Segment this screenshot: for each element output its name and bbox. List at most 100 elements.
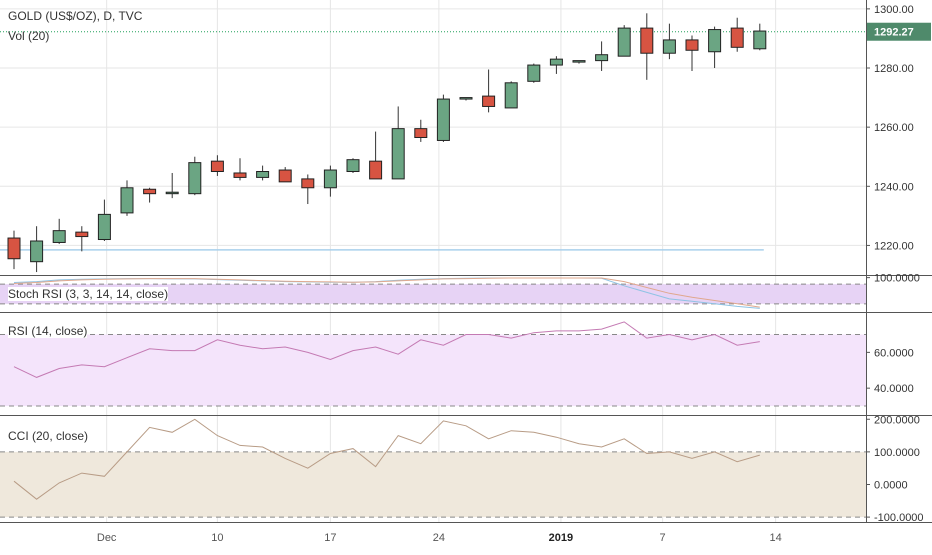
stoch-d-line [13, 277, 760, 308]
candle [459, 97, 473, 101]
candle [414, 119, 428, 142]
y-tick-label: 0.0000 [874, 479, 908, 491]
candle [708, 26, 722, 69]
cci-band [0, 451, 866, 518]
candle [527, 63, 541, 83]
candle-body [730, 27, 744, 48]
y-tick-label: 100.0000 [874, 447, 920, 459]
candle-body [278, 169, 292, 183]
candle [436, 94, 450, 142]
rsi-line [13, 321, 760, 378]
candle [97, 199, 111, 241]
candle-body [572, 60, 586, 63]
y-tick-label: -100.0000 [874, 512, 924, 524]
cci-line [13, 418, 760, 500]
candle-body [210, 160, 224, 173]
candle [75, 226, 89, 252]
x-tick-label: 14 [769, 532, 781, 544]
candle-body [482, 95, 496, 107]
candle [730, 17, 744, 52]
candle-body [414, 128, 428, 138]
candle-body [30, 240, 44, 263]
candle [256, 165, 270, 181]
candle-body [97, 213, 111, 241]
candle-body [188, 162, 202, 195]
candle [617, 25, 631, 57]
y-tick-label: 100.0000 [874, 273, 920, 285]
candle-body [595, 54, 609, 62]
candle [278, 167, 292, 183]
candle [120, 180, 134, 216]
candle-body [75, 231, 89, 238]
candle-body [120, 187, 134, 214]
candle-body [685, 39, 699, 51]
x-tick-label: 2019 [549, 532, 573, 544]
y-tick-label: 1300.00 [874, 4, 914, 16]
candle [30, 226, 44, 273]
candle [595, 41, 609, 71]
y-tick-label: 40.0000 [874, 383, 914, 395]
y-tick-label: 1240.00 [874, 181, 914, 193]
x-tick-label: 7 [660, 532, 666, 544]
candle-body [504, 82, 518, 109]
rsi-title: RSI (14, close) [8, 324, 88, 338]
rsi-band [0, 334, 866, 407]
candle [143, 187, 157, 203]
candle [391, 106, 405, 180]
candle [233, 158, 247, 181]
candle [346, 158, 360, 173]
stoch-rsi-title: Stoch RSI (3, 3, 14, 14, close) [8, 287, 169, 301]
candle [301, 174, 315, 205]
candle-body [753, 30, 767, 50]
x-tick-label: Dec [97, 532, 117, 544]
candle [504, 81, 518, 109]
chart-title: GOLD (US$/OZ), D, TVC [8, 9, 143, 23]
candle-body [391, 128, 405, 180]
candle [685, 35, 699, 71]
candle [188, 156, 202, 196]
candle [210, 155, 224, 176]
candle [662, 23, 676, 60]
last-price-label: 1292.27 [874, 27, 914, 39]
x-tick-label: 17 [324, 532, 336, 544]
y-tick-label: 1260.00 [874, 122, 914, 134]
candle-body [617, 27, 631, 57]
candle-body [459, 97, 473, 100]
candle-body [436, 98, 450, 141]
candle-body [708, 29, 722, 53]
candle [52, 218, 66, 244]
candle-body [527, 64, 541, 82]
candle [549, 56, 563, 74]
y-tick-label: 1280.00 [874, 63, 914, 75]
candle-body [346, 159, 360, 173]
stoch-band [0, 284, 866, 304]
candle [369, 131, 383, 180]
candle-body [662, 39, 676, 54]
x-tick-label: 10 [211, 532, 223, 544]
last-price-badge [867, 22, 931, 41]
candle [165, 172, 179, 199]
candle [753, 23, 767, 51]
y-tick-label: 200.0000 [874, 414, 920, 426]
candle-body [256, 171, 270, 178]
candle [482, 69, 496, 113]
candle [640, 13, 654, 80]
candle [323, 165, 337, 197]
candle-body [233, 172, 247, 178]
y-tick-label: 60.0000 [874, 347, 914, 359]
y-tick-label: 1220.00 [874, 240, 914, 252]
candle-body [640, 27, 654, 54]
candle-body [143, 188, 157, 195]
candle-body [301, 178, 315, 189]
candle-body [549, 58, 563, 66]
candle-body [323, 169, 337, 189]
candle-body [369, 160, 383, 180]
candle-body [165, 191, 179, 195]
cci-title: CCI (20, close) [8, 429, 89, 443]
candle-body [7, 237, 21, 260]
candle [7, 230, 21, 270]
candle [572, 60, 586, 64]
candle-body [52, 230, 66, 243]
